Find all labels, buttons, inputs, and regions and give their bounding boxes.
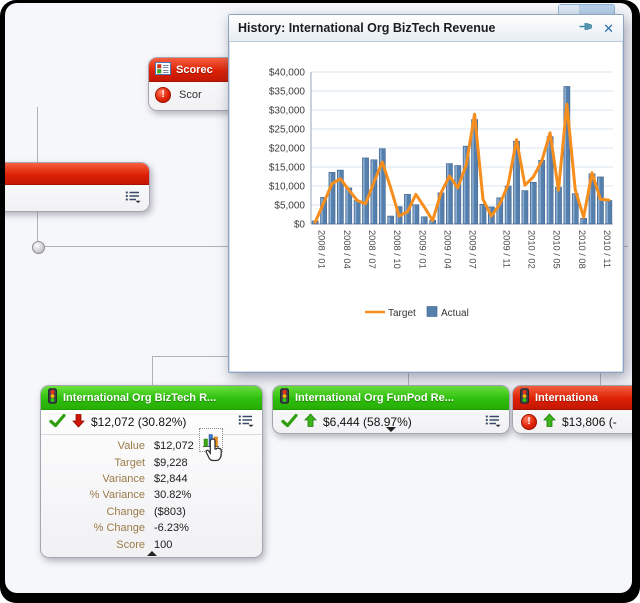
detail-value: $12,072 (154, 440, 194, 453)
kpi-status-row: $6,444 (58.97%) (273, 410, 509, 434)
trend-up-icon (304, 413, 317, 431)
kpi-status-text: $13,806 (- (562, 415, 617, 429)
scorecard-status-text: Scor (179, 88, 202, 101)
show-history-chart-button[interactable] (199, 428, 223, 452)
collapse-arrow[interactable] (146, 551, 157, 556)
traffic-light-icon (47, 388, 58, 407)
tree-connector-line (152, 356, 153, 386)
options-menu-icon[interactable] (238, 414, 254, 430)
detail-label: Value (117, 440, 145, 453)
svg-text:2009 / 07: 2009 / 07 (468, 230, 478, 269)
traffic-light-icon (519, 388, 530, 407)
tree-collapse-node[interactable] (32, 241, 45, 254)
detail-label: Score (116, 538, 145, 551)
svg-text:2008 / 01: 2008 / 01 (317, 230, 327, 269)
svg-text:$15,000: $15,000 (269, 163, 306, 174)
kpi-card-title: Internationa (535, 391, 598, 404)
svg-text:2009 / 01: 2009 / 01 (417, 230, 427, 269)
kpi-card-header[interactable]: Internationa (513, 386, 632, 410)
kpi-card-title: International Org BizTech R... (63, 391, 217, 404)
svg-text:2010 / 02: 2010 / 02 (526, 230, 536, 269)
svg-text:2008 / 04: 2008 / 04 (342, 230, 352, 269)
history-chart: $0 $5,000 $10,000 $15,000 $20,000 $25,000 $30,… (269, 68, 613, 319)
options-menu-icon[interactable] (485, 414, 501, 430)
history-popup: History: International Org BizTech Reven… (228, 14, 624, 373)
trend-down-icon (72, 413, 85, 431)
svg-text:$25,000: $25,000 (269, 125, 306, 136)
kpi-card-header[interactable]: International Org BizTech R... (41, 386, 262, 410)
detail-label: Change (106, 505, 145, 518)
tree-connector-line (37, 107, 38, 163)
kpi-status-row: ! $13,806 (- (513, 410, 632, 434)
detail-label: Variance (102, 472, 145, 485)
svg-text:2010 / 11: 2010 / 11 (602, 230, 612, 268)
svg-text:$5,000: $5,000 (274, 201, 305, 212)
kpi-status-text: $12,072 (30.82%) (91, 415, 187, 429)
background-window-fragment (558, 4, 615, 16)
kpi-card-biztech[interactable]: International Org BizTech R... $12,072 (… (40, 385, 263, 558)
pin-icon[interactable] (579, 20, 594, 36)
kpi-card-header[interactable] (5, 163, 149, 185)
svg-text:2009 / 04: 2009 / 04 (443, 230, 453, 269)
detail-value: 30.82% (154, 489, 192, 502)
detail-value: 100 (154, 538, 173, 551)
kpi-card-header[interactable]: International Org FunPod Re... (273, 386, 509, 410)
tree-connector-line (37, 210, 38, 245)
svg-text:$35,000: $35,000 (269, 87, 306, 98)
scorecard-card-title: Scorec (176, 63, 213, 76)
scorecard-icon (155, 61, 171, 79)
detail-label: % Variance (89, 489, 145, 502)
alert-icon: ! (521, 414, 537, 430)
svg-text:2008 / 07: 2008 / 07 (367, 230, 377, 269)
kpi-details-panel: Value $12,072 Target $9,228 Variance $2,844… (41, 434, 262, 553)
history-popup-title: History: International Org BizTech Reven… (238, 21, 496, 35)
svg-text:$20,000: $20,000 (269, 144, 306, 155)
svg-text:Actual: Actual (441, 308, 469, 319)
kpi-card-stub[interactable] (5, 162, 150, 212)
history-popup-titlebar[interactable]: History: International Org BizTech Reven… (229, 15, 623, 42)
traffic-light-icon (279, 388, 290, 407)
alert-icon: ! (155, 86, 171, 103)
detail-value: -6.23% (154, 522, 189, 535)
svg-text:$10,000: $10,000 (269, 182, 306, 193)
detail-value: $2,844 (154, 472, 188, 485)
trend-up-icon (543, 413, 556, 431)
kpi-status-row (5, 185, 149, 210)
options-menu-icon[interactable] (125, 190, 141, 206)
svg-text:2010 / 05: 2010 / 05 (552, 230, 562, 269)
svg-text:$40,000: $40,000 (269, 68, 306, 79)
svg-text:$30,000: $30,000 (269, 106, 306, 117)
kpi-card-title: International Org FunPod Re... (295, 391, 454, 404)
strategy-tree-canvas: Scorec ! Scor History: International Org… (5, 3, 632, 593)
kpi-status-text: $6,444 (58.97%) (323, 415, 412, 429)
svg-text:2008 / 10: 2008 / 10 (392, 230, 402, 269)
scorecard-status-row: ! Scor (149, 82, 286, 107)
detail-label: % Change (93, 522, 145, 535)
svg-text:2010 / 08: 2010 / 08 (577, 230, 587, 269)
kpi-card-alert[interactable]: Internationa ! $13,806 (- (512, 385, 632, 434)
status-ok-icon (281, 413, 298, 431)
svg-text:$0: $0 (294, 220, 306, 231)
svg-text:2009 / 11: 2009 / 11 (501, 230, 511, 268)
kpi-card-funpod[interactable]: International Org FunPod Re... $6,444 (5… (272, 385, 510, 434)
status-ok-icon (49, 413, 66, 431)
expand-arrow[interactable] (386, 427, 396, 432)
mini-bar-chart-icon (203, 434, 219, 447)
svg-text:Target: Target (388, 308, 416, 319)
detail-label: Target (114, 456, 145, 469)
close-icon[interactable]: ✕ (603, 20, 614, 36)
kpi-status-row: $12,072 (30.82%) (41, 410, 262, 434)
background-window-tab (559, 5, 579, 16)
detail-value: $9,228 (154, 456, 188, 469)
detail-value: ($803) (154, 505, 186, 518)
